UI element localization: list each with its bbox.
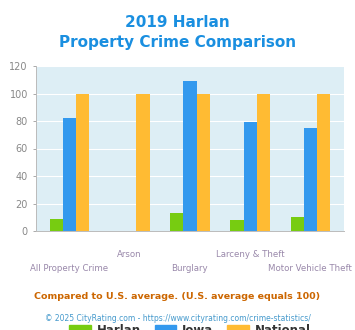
Bar — [76, 93, 89, 231]
Bar — [183, 81, 197, 231]
Text: 2019 Harlan: 2019 Harlan — [125, 15, 230, 30]
Bar — [230, 220, 244, 231]
Text: Larceny & Theft: Larceny & Theft — [216, 250, 284, 259]
Bar — [197, 93, 210, 231]
Bar — [136, 93, 149, 231]
Text: Compared to U.S. average. (U.S. average equals 100): Compared to U.S. average. (U.S. average … — [34, 292, 321, 301]
Text: Arson: Arson — [118, 250, 142, 259]
Bar — [50, 218, 63, 231]
Bar — [290, 217, 304, 231]
Bar — [257, 93, 270, 231]
Legend: Harlan, Iowa, National: Harlan, Iowa, National — [65, 319, 315, 330]
Text: Motor Vehicle Theft: Motor Vehicle Theft — [268, 264, 353, 273]
Bar — [244, 122, 257, 231]
Bar — [304, 128, 317, 231]
Bar — [170, 213, 183, 231]
Bar — [317, 93, 330, 231]
Text: All Property Crime: All Property Crime — [31, 264, 109, 273]
Text: Burglary: Burglary — [171, 264, 208, 273]
Bar — [63, 118, 76, 231]
Text: Property Crime Comparison: Property Crime Comparison — [59, 35, 296, 50]
Text: © 2025 CityRating.com - https://www.cityrating.com/crime-statistics/: © 2025 CityRating.com - https://www.city… — [45, 314, 310, 323]
